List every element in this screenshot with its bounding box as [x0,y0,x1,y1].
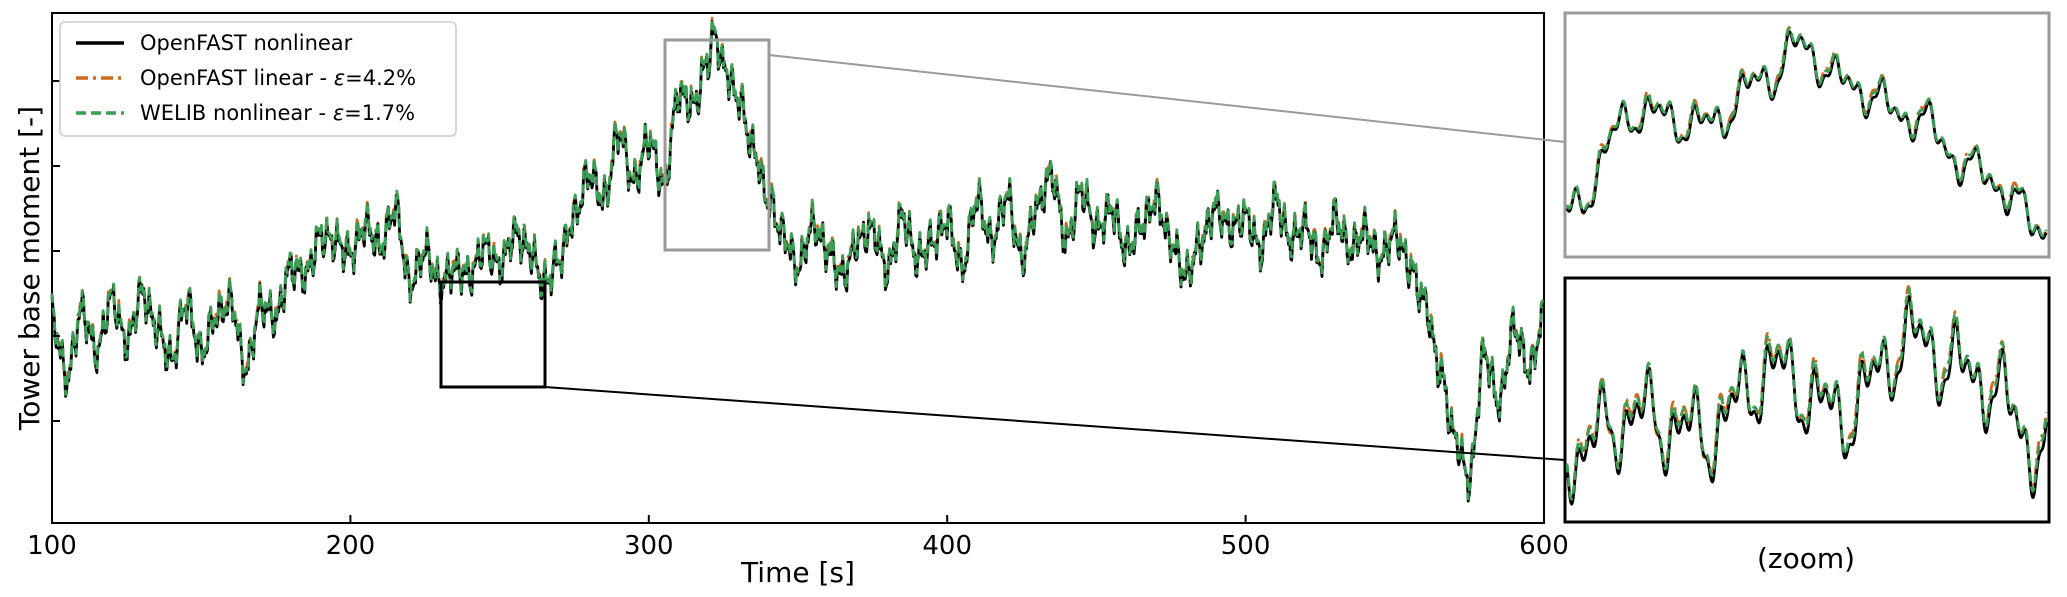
zoom-box-gray [663,38,771,252]
connector-line-black [544,386,1566,461]
zoom-bottom-series-group [1565,285,2048,506]
legend-epsilon-welib-nonlinear: =1.7% [344,101,415,125]
epsilon-symbol: ε [333,101,344,125]
zoom-box-black [439,280,547,389]
openfast-linear-line [1565,285,2048,502]
legend-prefix-openfast-linear: OpenFAST linear - [140,66,334,90]
y-axis-label: Tower base moment [-] [13,106,46,431]
x-axis-label: Time [s] [740,556,855,589]
x-tick-label: 600 [1519,531,1569,561]
zoom-top-series-group [1565,26,2048,240]
zoom-label: (zoom) [1757,542,1855,575]
main-plot-frame [51,12,1545,524]
x-tick-label: 100 [27,531,77,561]
welib-nonlinear-line [1565,287,2048,501]
openfast-nonlinear-line [1565,30,2048,240]
legend-label-welib-nonlinear: WELIB nonlinear - ε=1.7% [140,101,415,125]
x-tick-label: 400 [922,531,972,561]
x-axis-ticks: 100 200 300 400 500 600 [27,515,1569,561]
welib-nonlinear-line [1565,26,2048,238]
legend: OpenFAST nonlinear OpenFAST linear - ε=4… [59,21,457,137]
epsilon-symbol: ε [334,66,345,90]
zoom-panel-bottom-frame [1563,276,2051,524]
legend-epsilon-openfast-linear: =4.2% [345,66,416,90]
legend-label-openfast-linear: OpenFAST linear - ε=4.2% [140,66,416,90]
x-tick-label: 200 [326,531,376,561]
x-tick-label: 500 [1221,531,1271,561]
x-tick-label: 300 [624,531,674,561]
legend-frame [59,21,457,137]
zoom-panel-top-frame [1563,11,2051,259]
welib-nonlinear-line [50,17,1545,501]
connector-line-gray [768,54,1566,143]
y-axis-ticks [52,80,60,422]
legend-label-openfast-nonlinear: OpenFAST nonlinear [140,31,353,55]
legend-prefix-welib-nonlinear: WELIB nonlinear - [140,101,333,125]
main-series-group [50,16,1545,503]
